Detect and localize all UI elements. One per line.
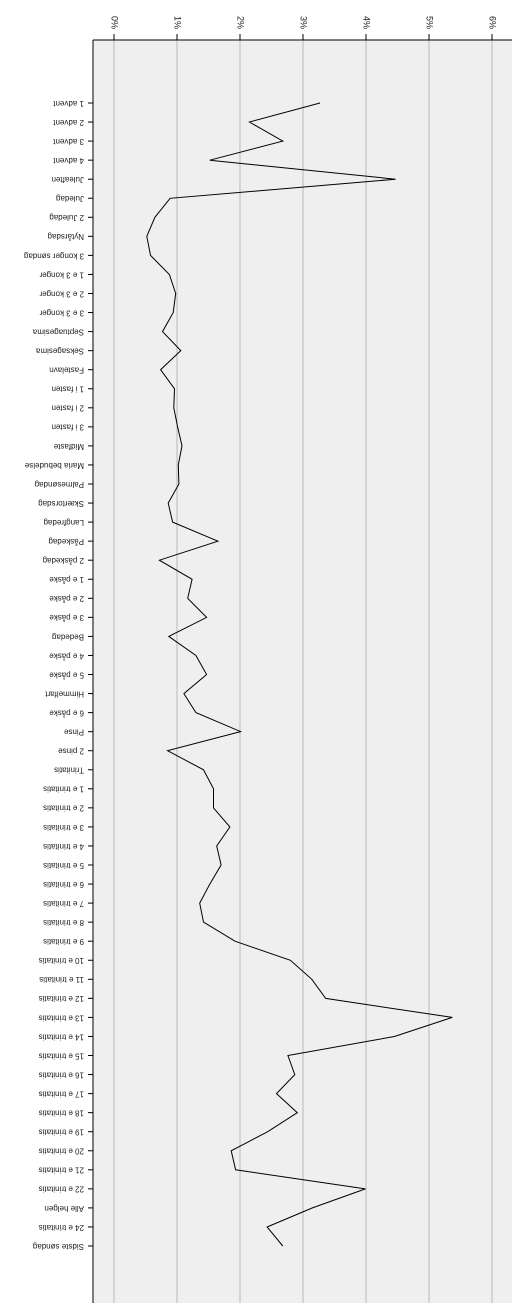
category-label: 1 e påske	[49, 575, 84, 584]
category-label: Juleaften	[52, 175, 84, 184]
category-label: 11 e trinitatis	[39, 975, 84, 984]
category-label: 2 advent	[53, 118, 84, 127]
category-label: 4 advent	[53, 156, 84, 165]
category-label: 3 advent	[53, 137, 84, 146]
x-tick-label: 1%	[173, 16, 183, 29]
category-label: 14 e trinitatis	[39, 1032, 84, 1041]
category-label: 9 e trinitatis	[43, 937, 84, 946]
category-label: 7 e trinitatis	[43, 899, 84, 908]
category-label: Maria bebudelse	[24, 461, 84, 470]
series	[146, 102, 453, 1247]
category-label: 20 e trinitatis	[39, 1147, 84, 1156]
category-label: 3 e påske	[49, 613, 84, 622]
category-label: 17 e trinitatis	[39, 1089, 84, 1098]
category-label: Septuagesima	[32, 327, 84, 336]
category-label: 3 i fasten	[52, 423, 84, 432]
category-label: 1 advent	[53, 99, 84, 108]
category-label: 6 e trinitatis	[43, 880, 84, 889]
category-label: Langfredag	[44, 518, 84, 527]
category-label: Juledag	[56, 194, 84, 203]
category-label: 21 e trinitatis	[39, 1166, 84, 1175]
category-label: 16 e trinitatis	[39, 1070, 84, 1079]
category-label: 1 e trinitatis	[43, 785, 84, 794]
category-label: Palmesøndag	[35, 480, 84, 489]
category-label: 2 i fasten	[52, 404, 84, 413]
category-label: Fastelavn	[49, 366, 84, 375]
category-label: 2 e trinitatis	[43, 804, 84, 813]
category-label: Alle helgen	[44, 1204, 84, 1213]
category-label: 5 e trinitatis	[43, 861, 84, 870]
category-label: 8 e trinitatis	[43, 918, 84, 927]
category-label: 2 Juledag	[49, 213, 84, 222]
category-label: 2 pinse	[58, 747, 84, 756]
category-label: 22 e trinitatis	[39, 1185, 84, 1194]
category-label: 3 konger søndag	[24, 251, 84, 260]
x-tick-label: 6%	[488, 16, 498, 29]
x-tick-label: 0%	[110, 16, 120, 29]
category-label: 10 e trinitatis	[39, 956, 84, 965]
category-label: Seksagesima	[35, 347, 84, 356]
category-label: 12 e trinitatis	[39, 994, 84, 1003]
category-label: Trinitatis	[54, 766, 84, 775]
category-label: Nytårsdag	[48, 232, 84, 241]
category-label: 4 e trinitatis	[43, 842, 84, 851]
category-label: 13 e trinitatis	[39, 1013, 84, 1022]
x-tick-label: 4%	[362, 16, 372, 29]
category-label: 18 e trinitatis	[39, 1109, 84, 1118]
x-tick-label: 3%	[299, 16, 309, 29]
category-label: Påskedag	[48, 537, 84, 546]
category-label: 19 e trinitatis	[39, 1128, 84, 1137]
category-label: 2 e påske	[49, 594, 84, 603]
category-label: 15 e trinitatis	[39, 1051, 84, 1060]
x-tick-label: 2%	[236, 16, 246, 29]
category-label: 2 e 3 konger	[39, 289, 84, 298]
category-label: 5 e påske	[49, 670, 84, 679]
category-label: 3 e trinitatis	[43, 823, 84, 832]
x-axis-ticks: 0% 1% 2% 3% 4% 5% 6%	[110, 16, 498, 40]
category-labels: 1 advent 2 advent 3 advent 4 advent Juleafte…	[24, 99, 93, 1251]
category-label: 24 e trinitatis	[39, 1223, 84, 1232]
category-label: Midfaste	[53, 442, 84, 451]
category-label: Sidste søndag	[33, 1242, 84, 1251]
category-label: 6 e påske	[49, 708, 84, 717]
category-label: 3 e 3 konger	[39, 308, 84, 317]
category-label: 2 påskedag	[43, 556, 84, 565]
category-label: Himmelfart	[45, 689, 84, 698]
gridlines	[113, 40, 493, 1303]
series-line	[146, 102, 453, 1247]
x-tick-label: 5%	[425, 16, 435, 29]
category-label: 1 i fasten	[52, 385, 84, 394]
category-label: Pinse	[63, 728, 84, 737]
category-label: Skærtorsdag	[38, 499, 84, 508]
category-label: Bededag	[52, 632, 84, 641]
category-label: 4 e påske	[49, 651, 84, 660]
category-label: 1 e 3 konger	[39, 270, 84, 279]
